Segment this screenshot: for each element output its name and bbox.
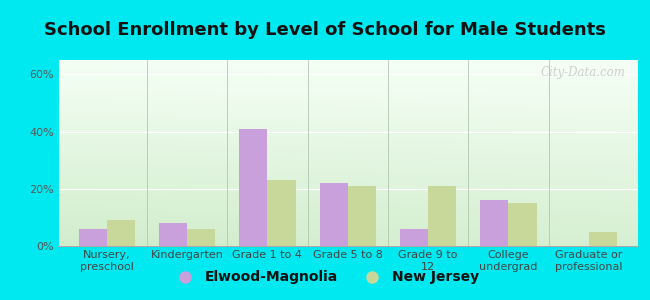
Bar (348, 186, 376, 246)
Bar (107, 220, 135, 246)
Bar (187, 229, 215, 246)
Bar (239, 129, 267, 246)
Text: School Enrollment by Level of School for Male Students: School Enrollment by Level of School for… (44, 21, 606, 39)
Text: City-Data.com: City-Data.com (541, 66, 625, 79)
Bar (589, 232, 617, 246)
Bar (267, 180, 296, 246)
Bar (79, 229, 107, 246)
Legend: Elwood-Magnolia, New Jersey: Elwood-Magnolia, New Jersey (166, 265, 484, 290)
Bar (400, 229, 428, 246)
Bar (159, 223, 187, 246)
Bar (320, 183, 348, 246)
Bar (480, 200, 508, 246)
Bar (508, 203, 536, 246)
Bar (428, 186, 456, 246)
